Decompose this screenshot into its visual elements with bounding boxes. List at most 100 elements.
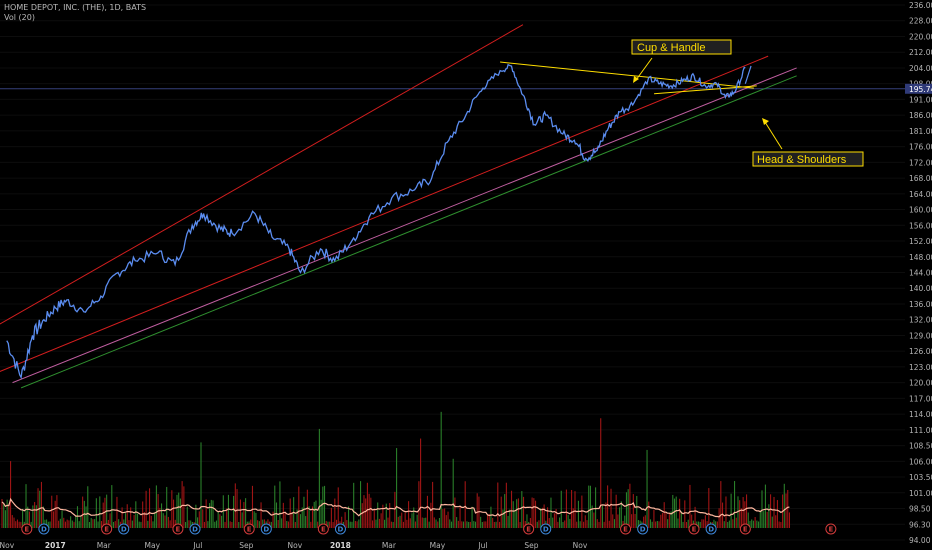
y-tick-label: 103.50 xyxy=(909,473,932,482)
y-axis: 236.00228.00220.00212.00204.00198.00191.… xyxy=(905,0,932,550)
projection-arrow xyxy=(744,65,752,84)
cup-handle-arrow xyxy=(635,57,653,81)
earnings-glyph: E xyxy=(321,526,326,534)
earnings-marker[interactable]: E xyxy=(243,523,255,535)
dividend-marker[interactable]: D xyxy=(334,523,346,535)
earnings-marker[interactable]: E xyxy=(825,523,837,535)
earnings-marker[interactable]: E xyxy=(172,523,184,535)
volume-ma-line xyxy=(1,497,790,518)
pink-support-line xyxy=(12,67,797,384)
dividend-marker[interactable]: D xyxy=(118,523,130,535)
y-tick-label: 152.00 xyxy=(909,237,932,246)
y-tick-label: 94.00 xyxy=(909,536,931,545)
y-tick-label: 120.00 xyxy=(909,379,932,388)
earnings-glyph: E xyxy=(176,526,181,534)
symbol-legend: HOME DEPOT, INC. (THE), 1D, BATS xyxy=(4,3,147,12)
y-tick-label: 181.00 xyxy=(909,127,932,136)
lower-channel-line xyxy=(0,55,769,372)
x-tick-label: Jul xyxy=(192,541,202,550)
y-tick-label: 186.00 xyxy=(909,111,932,120)
dividend-marker[interactable]: D xyxy=(705,523,717,535)
y-tick-label: 168.00 xyxy=(909,174,932,183)
y-tick-label: 106.00 xyxy=(909,457,932,466)
x-tick-label: 2018 xyxy=(330,541,351,550)
y-tick-label: 160.00 xyxy=(909,206,932,215)
dividend-glyph: D xyxy=(338,526,344,534)
earnings-glyph: E xyxy=(247,526,252,534)
cup-handle-arrowhead xyxy=(633,76,639,83)
dividend-glyph: D xyxy=(263,526,269,534)
x-tick-label: May xyxy=(430,541,446,550)
earnings-glyph: E xyxy=(743,526,748,534)
current-price-badge xyxy=(905,83,932,94)
earnings-glyph: E xyxy=(828,526,833,534)
y-tick-label: 144.00 xyxy=(909,269,932,278)
price-line xyxy=(6,63,746,380)
x-axis: Nov 2017 Mar May Jul Sep Nov 2018 Mar May Jul Sep No… xyxy=(0,541,588,550)
earnings-marker[interactable]: E xyxy=(317,523,329,535)
x-tick-label: Sep xyxy=(524,541,538,550)
y-tick-label: 212.00 xyxy=(909,48,932,57)
cup-handle-box xyxy=(631,39,732,55)
earnings-glyph: E xyxy=(623,526,628,534)
y-tick-label: 111.00 xyxy=(909,426,932,435)
earnings-marker[interactable]: E xyxy=(523,523,535,535)
grid-lines xyxy=(0,4,905,541)
y-tick-label: 191.00 xyxy=(909,95,932,104)
y-tick-label: 228.00 xyxy=(909,17,932,26)
volume-legend: Vol (20) xyxy=(4,13,35,22)
y-tick-label: 148.00 xyxy=(909,253,932,262)
head-shoulders-arrow xyxy=(764,121,783,150)
neckline-line xyxy=(500,61,754,89)
dividend-marker[interactable]: D xyxy=(637,523,649,535)
x-tick-label: Mar xyxy=(97,541,112,550)
y-tick-label: 123.00 xyxy=(909,363,932,372)
dividend-marker[interactable]: D xyxy=(260,523,272,535)
earnings-marker[interactable]: E xyxy=(21,523,33,535)
y-tick-label: 101.00 xyxy=(909,489,932,498)
x-tick-label: Nov xyxy=(573,541,588,550)
y-tick-label: 117.00 xyxy=(909,394,932,403)
y-tick-label: 129.00 xyxy=(909,331,932,340)
dividend-glyph: D xyxy=(543,526,549,534)
dividend-glyph: D xyxy=(640,526,646,534)
head-shoulders-box xyxy=(752,151,864,167)
y-tick-label: 236.00 xyxy=(909,1,932,10)
annotations: Cup & Handle Head & Shoulders xyxy=(631,39,864,167)
y-tick-label: 164.00 xyxy=(909,190,932,199)
head-shoulders-neckline xyxy=(654,85,757,95)
earnings-marker[interactable]: E xyxy=(620,523,632,535)
dividend-glyph: D xyxy=(192,526,198,534)
y-tick-label: 172.00 xyxy=(909,158,932,167)
y-tick-label: 114.00 xyxy=(909,410,932,419)
trend-lines xyxy=(0,24,797,389)
y-tick-label: 136.00 xyxy=(909,300,932,309)
dividend-marker[interactable]: D xyxy=(38,523,50,535)
x-tick-label: Sep xyxy=(239,541,253,550)
y-tick-label: 176.00 xyxy=(909,143,932,152)
current-price-label: 195.74 xyxy=(909,85,932,94)
price-series xyxy=(6,63,746,380)
dividend-glyph: D xyxy=(41,526,47,534)
head-shoulders-arrowhead xyxy=(762,118,769,125)
earnings-marker[interactable]: E xyxy=(739,523,751,535)
dividend-glyph: D xyxy=(708,526,714,534)
x-tick-label: 2017 xyxy=(45,541,66,550)
earnings-glyph: E xyxy=(526,526,531,534)
earnings-glyph: E xyxy=(692,526,697,534)
earnings-marker[interactable]: E xyxy=(688,523,700,535)
dividend-marker[interactable]: D xyxy=(189,523,201,535)
upper-channel-line xyxy=(0,24,524,325)
earnings-marker[interactable]: E xyxy=(101,523,113,535)
head-shoulders-label: Head & Shoulders xyxy=(757,154,847,166)
y-tick-label: 156.00 xyxy=(909,221,932,230)
green-support-line xyxy=(20,75,797,389)
y-tick-label: 96.30 xyxy=(909,520,931,529)
cup-handle-label: Cup & Handle xyxy=(637,42,706,54)
x-tick-label: Mar xyxy=(382,541,397,550)
x-tick-label: Nov xyxy=(288,541,303,550)
dividend-marker[interactable]: D xyxy=(540,523,552,535)
